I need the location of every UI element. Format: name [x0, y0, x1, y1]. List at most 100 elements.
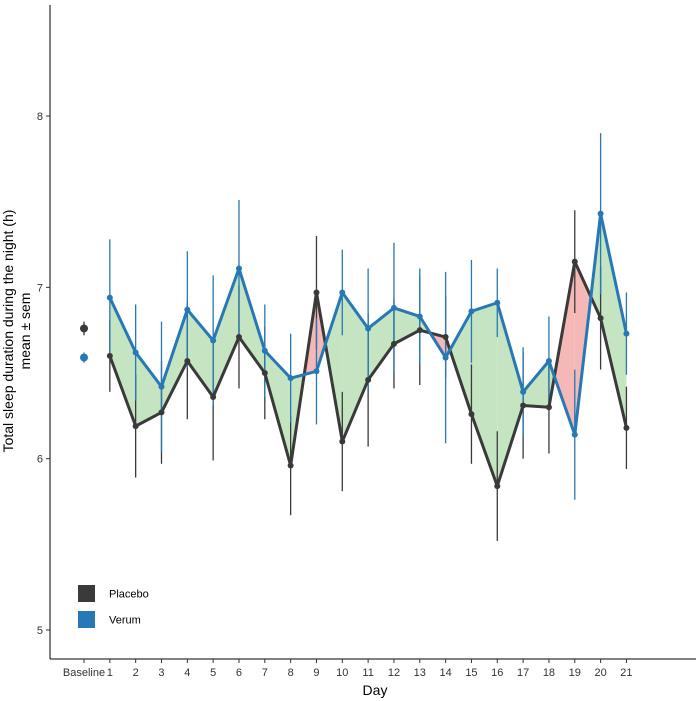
- baseline-points: [80, 321, 88, 363]
- data-point-verum: [623, 330, 630, 337]
- difference-fills: [109, 213, 627, 487]
- y-axis-title: Total sleep duration during the night (h…: [0, 210, 16, 453]
- data-point-verum: [597, 210, 604, 217]
- x-tick-label: 18: [543, 667, 555, 679]
- error-bars: [109, 133, 628, 541]
- data-point-verum: [416, 313, 423, 320]
- x-tick-label: 15: [465, 667, 477, 679]
- difference-fill: [342, 292, 369, 442]
- data-point-verum: [313, 368, 320, 375]
- data-point-verum: [545, 358, 552, 365]
- data-point-verum: [468, 308, 475, 315]
- difference-fill: [109, 297, 136, 427]
- data-point-placebo: [390, 340, 397, 347]
- y-tick-label: 8: [37, 111, 43, 123]
- data-point-verum: [132, 349, 139, 356]
- y-ticks: 5 6 7 8: [37, 111, 50, 637]
- x-ticks: Baseline 1 2 3 4 5 6 7 8 9 10 11 12 13 14 15 16 17 18 19 20 2…: [63, 659, 633, 679]
- data-point-verum: [261, 347, 268, 354]
- difference-fill: [523, 361, 549, 408]
- difference-fill: [213, 268, 239, 397]
- y-tick-label: 7: [37, 282, 43, 294]
- data-point-verum: [287, 375, 294, 382]
- data-point-placebo: [365, 376, 372, 383]
- data-point-verum: [520, 388, 527, 395]
- data-point-verum: [571, 431, 578, 438]
- x-tick-label: 2: [133, 667, 139, 679]
- difference-fill: [554, 261, 575, 435]
- data-point-placebo: [132, 423, 139, 430]
- y-tick-label: 6: [37, 454, 43, 466]
- x-axis-title: Day: [363, 682, 388, 698]
- data-point-placebo: [287, 462, 294, 469]
- y-tick-label: 5: [37, 625, 43, 637]
- difference-fill: [449, 311, 472, 415]
- data-point-verum: [106, 294, 113, 301]
- x-tick-label: 17: [517, 667, 529, 679]
- legend-label: Verum: [109, 615, 141, 627]
- difference-fill: [368, 307, 394, 380]
- x-tick-label: 9: [313, 667, 319, 679]
- difference-fill: [161, 309, 188, 413]
- legend-label: Placebo: [109, 589, 149, 601]
- baseline-point-placebo: [80, 324, 88, 333]
- x-tick-label: 16: [491, 667, 503, 679]
- x-tick-label: 19: [569, 667, 581, 679]
- legend-key-placebo: [78, 585, 95, 602]
- data-point-placebo: [571, 258, 578, 265]
- difference-fill: [497, 302, 524, 487]
- y-axis-subtitle: mean ± sem: [17, 293, 33, 370]
- difference-fill: [600, 213, 627, 428]
- x-tick-label: 12: [388, 667, 400, 679]
- difference-fill: [471, 302, 498, 487]
- x-tick-label: 4: [184, 667, 190, 679]
- difference-fill: [187, 309, 214, 397]
- x-tick-label: Baseline: [63, 667, 105, 679]
- difference-fill: [393, 307, 420, 344]
- legend-key-verum: [78, 611, 95, 628]
- x-tick-label: 20: [594, 667, 606, 679]
- x-tick-label: 5: [210, 667, 216, 679]
- data-point-placebo: [261, 370, 268, 377]
- data-point-verum: [158, 383, 165, 390]
- x-tick-label: 8: [288, 667, 294, 679]
- data-point-verum: [494, 299, 501, 306]
- x-tick-label: 6: [236, 667, 242, 679]
- data-point-verum: [442, 354, 449, 361]
- x-tick-label: 7: [262, 667, 268, 679]
- data-point-placebo: [339, 438, 346, 445]
- data-point-placebo: [210, 393, 217, 400]
- data-point-placebo: [494, 483, 501, 490]
- data-point-verum: [339, 289, 346, 296]
- data-point-placebo: [442, 334, 449, 341]
- data-point-placebo: [597, 315, 604, 322]
- series-points: [106, 210, 630, 490]
- data-point-verum: [365, 325, 372, 332]
- x-tick-label: 3: [158, 667, 164, 679]
- data-point-placebo: [313, 289, 320, 296]
- data-point-verum: [210, 337, 217, 344]
- data-point-placebo: [106, 352, 113, 359]
- data-point-placebo: [468, 411, 475, 418]
- data-point-placebo: [623, 424, 630, 431]
- axes: [49, 5, 696, 660]
- data-point-placebo: [235, 334, 242, 341]
- baseline-point-verum: [80, 353, 88, 362]
- difference-fill: [325, 292, 343, 442]
- data-point-placebo: [416, 327, 423, 334]
- data-point-placebo: [520, 402, 527, 409]
- x-tick-label: 11: [362, 667, 373, 679]
- data-point-placebo: [184, 358, 191, 365]
- data-point-verum: [184, 306, 191, 313]
- legend: Placebo Verum: [78, 585, 149, 628]
- data-point-placebo: [158, 409, 165, 416]
- data-point-verum: [235, 265, 242, 272]
- x-tick-label: 21: [620, 667, 632, 679]
- difference-fill: [238, 268, 265, 374]
- data-point-placebo: [545, 404, 552, 411]
- x-tick-label: 10: [336, 667, 348, 679]
- x-tick-label: 1: [107, 667, 113, 679]
- x-tick-label: 13: [414, 667, 426, 679]
- difference-fill: [135, 352, 162, 427]
